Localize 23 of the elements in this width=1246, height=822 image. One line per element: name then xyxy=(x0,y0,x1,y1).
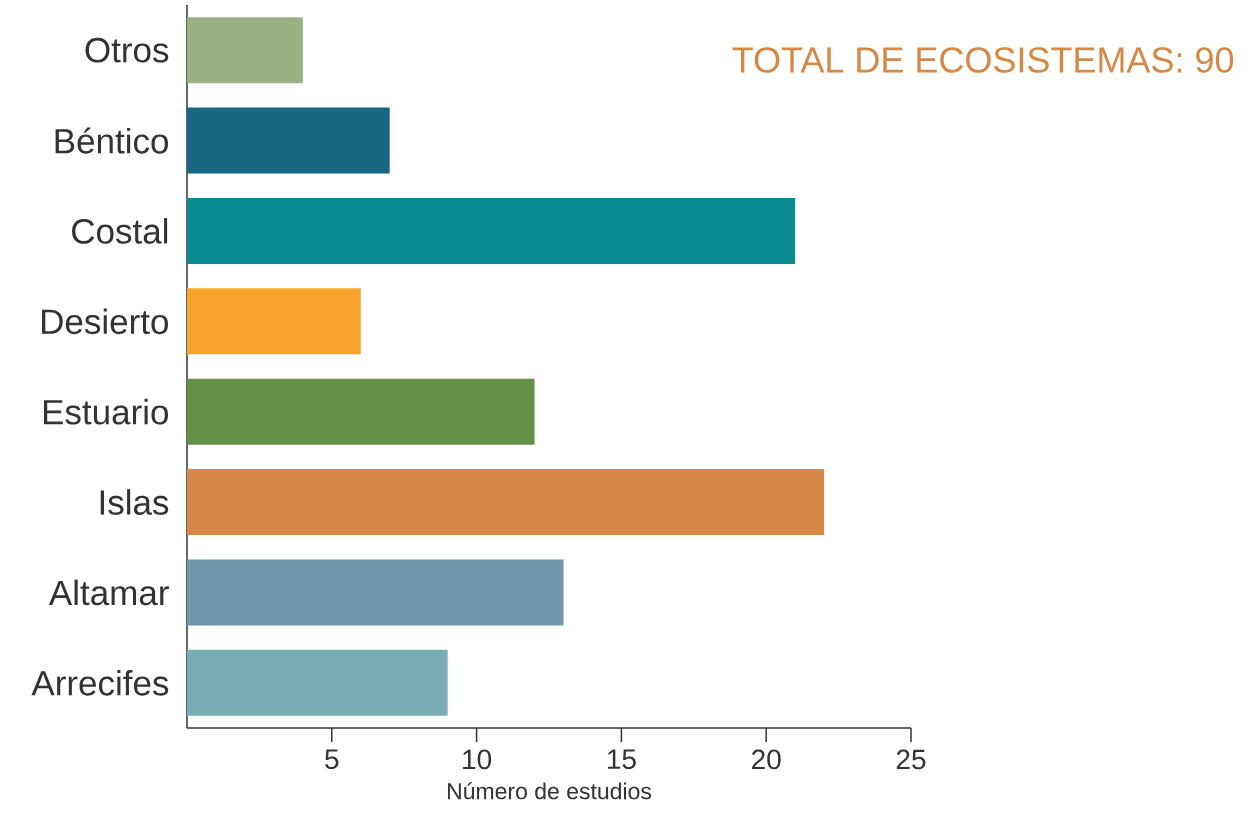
y-tick-label: Islas xyxy=(100,489,169,515)
bar xyxy=(187,649,448,716)
x-tick-label: 10 xyxy=(463,749,492,770)
bar xyxy=(187,378,535,445)
y-tick-label: Desierto xyxy=(42,308,168,335)
y-tick-label: Arrecifes xyxy=(31,669,169,696)
x-tick-label: 15 xyxy=(607,749,636,770)
x-tick-label: 25 xyxy=(896,749,926,770)
y-tick-label: Estuario xyxy=(43,398,168,425)
y-tick-label: Altamar xyxy=(48,579,169,606)
x-tick-label: 20 xyxy=(752,749,781,770)
x-axis-title: Número de estudios xyxy=(447,782,652,800)
y-tick-label: Béntico xyxy=(55,127,168,154)
bar xyxy=(187,197,796,264)
y-tick-label: Costal xyxy=(72,218,168,244)
bar xyxy=(187,17,303,84)
bar xyxy=(187,469,825,536)
y-tick-label: Otros xyxy=(85,37,169,63)
x-tick-label: 5 xyxy=(325,749,339,770)
annotation: TOTAL DE ECOSISTEMAS: 90 xyxy=(732,47,1234,73)
bar xyxy=(187,559,564,626)
bar xyxy=(187,107,390,174)
bar xyxy=(187,288,361,355)
